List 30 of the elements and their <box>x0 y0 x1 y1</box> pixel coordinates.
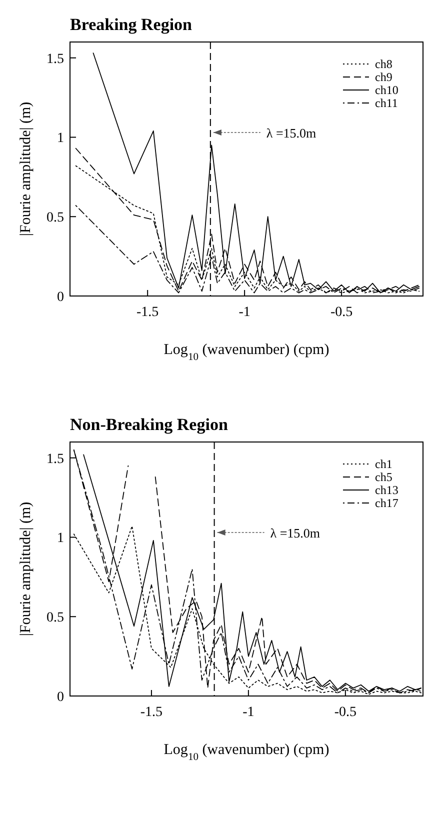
y-axis-title: |Fourie amplitude| (m) <box>18 502 34 636</box>
legend-label: ch11 <box>375 96 398 110</box>
x-axis-title: Log$_{10}$ (wavenumber) (cpm) <box>164 742 330 762</box>
legend-label: ch10 <box>375 83 398 98</box>
x-tick-label: -0.5 <box>334 705 357 720</box>
y-tick-label: 0.5 <box>46 210 64 226</box>
chart-title: Non-Breaking Region <box>70 415 228 434</box>
legend-label: ch5 <box>375 470 392 484</box>
legend-label: ch17 <box>375 496 398 510</box>
x-tick-label: -1 <box>238 305 250 320</box>
annotation: λ =15.0m <box>266 125 316 140</box>
y-axis-title: |Fourie amplitude| (m) <box>18 102 34 236</box>
y-tick-label: 1.5 <box>46 52 64 67</box>
x-tick-label: -1.5 <box>140 705 163 720</box>
y-tick-label: 0 <box>57 290 64 305</box>
y-tick-label: 1.5 <box>46 452 64 467</box>
y-tick-label: 1 <box>57 531 64 546</box>
chart-title: Breaking Region <box>70 15 193 34</box>
y-tick-label: 1 <box>57 131 64 146</box>
y-tick-label: 0 <box>57 690 64 705</box>
legend-label: ch8 <box>375 57 392 72</box>
x-axis-title: Log$_{10}$ (wavenumber) (cpm) <box>164 342 330 362</box>
x-tick-label: -1 <box>242 705 254 720</box>
annotation: λ =15.0m <box>270 525 320 540</box>
x-tick-label: -0.5 <box>330 305 353 320</box>
x-tick-label: -1.5 <box>136 305 159 320</box>
legend-label: ch13 <box>375 483 398 498</box>
legend-label: ch9 <box>375 70 392 84</box>
y-tick-label: 0.5 <box>46 610 64 626</box>
legend-label: ch1 <box>375 457 392 472</box>
